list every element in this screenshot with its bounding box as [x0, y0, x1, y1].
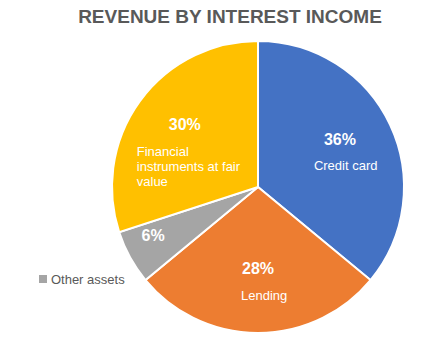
data-label: 6% [142, 227, 165, 244]
data-label: 28% [242, 260, 274, 277]
chart-container: REVENUE BY INTEREST INCOME 36% 28% 6% 30% Cr… [0, 0, 444, 348]
category-label: Other assets [39, 272, 125, 287]
legend-swatch [39, 275, 47, 283]
chart-svg: REVENUE BY INTEREST INCOME 36% 28% 6% 30% [0, 0, 444, 348]
category-label: Financial instruments at fair value [125, 144, 245, 189]
pie-slices [112, 41, 404, 333]
category-text: Other assets [51, 272, 125, 287]
legend-swatch [125, 147, 133, 155]
legend-swatch [229, 291, 237, 299]
category-text: Financial instruments at fair value [137, 144, 245, 189]
data-label: 36% [324, 131, 356, 148]
legend-swatch [302, 161, 310, 169]
chart-title: REVENUE BY INTEREST INCOME [78, 6, 382, 27]
category-text: Credit card [314, 158, 378, 173]
pie-slice [112, 41, 258, 232]
data-label: 30% [169, 116, 201, 133]
category-label: Credit card [302, 158, 378, 173]
category-label: Lending [229, 288, 287, 303]
category-text: Lending [241, 288, 287, 303]
